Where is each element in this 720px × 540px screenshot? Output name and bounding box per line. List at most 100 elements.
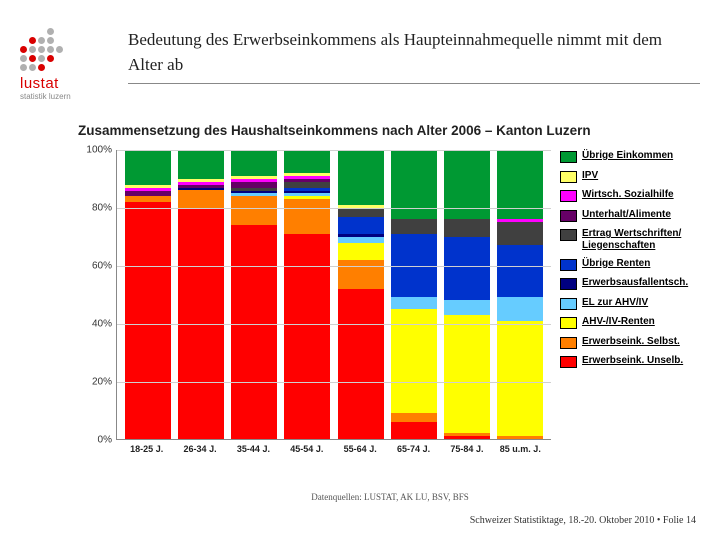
legend-swatch — [560, 317, 577, 329]
y-axis-label: 80% — [78, 203, 112, 214]
bar-segment-erwerb_unselb — [338, 289, 384, 439]
legend-item: EL zur AHV/IV — [560, 297, 692, 310]
legend-item: Unterhalt/Alimente — [560, 209, 692, 222]
bar — [338, 150, 384, 439]
x-axis-label: 26-34 J. — [177, 444, 223, 454]
gridline — [117, 382, 551, 383]
x-axis-labels: 18-25 J.26-34 J.35-44 J.45-54 J.55-64 J.… — [116, 444, 551, 454]
bar — [497, 150, 543, 439]
gridline — [117, 208, 551, 209]
slide-title: Bedeutung des Erwerbseinkommens als Haup… — [128, 28, 700, 84]
bar-segment-erwerb_unselb — [391, 422, 437, 439]
bar-segment-el_ahv_iv — [444, 300, 490, 314]
bar-segment-uebrige_eink — [231, 150, 277, 176]
legend-swatch — [560, 356, 577, 368]
legend-swatch — [560, 190, 577, 202]
legend-item: Übrige Renten — [560, 258, 692, 271]
legend-item: AHV-/IV-Renten — [560, 316, 692, 329]
legend-label: Unterhalt/Alimente — [582, 209, 671, 221]
legend-swatch — [560, 171, 577, 183]
bar — [178, 150, 224, 439]
bar-segment-erwerb_unselb — [284, 234, 330, 439]
x-axis-label: 75-84 J. — [444, 444, 490, 454]
legend-swatch — [560, 259, 577, 271]
slide-footer: Schweizer Statistiktage, 18.-20. Oktober… — [470, 515, 696, 526]
bar-segment-erwerb_selbst — [284, 199, 330, 234]
y-axis-label: 20% — [78, 377, 112, 388]
chart-legend: Übrige Einkommen IPV Wirtsch. Sozialhilfe U… — [560, 150, 692, 368]
legend-swatch — [560, 298, 577, 310]
bar-segment-erwerb_selbst — [338, 260, 384, 289]
legend-label: Ertrag Wertschriften/ Liegenschaften — [582, 228, 692, 251]
bar-segment-uebrige_eink — [391, 150, 437, 219]
legend-label: Erwerbseink. Unselb. — [582, 355, 683, 367]
y-axis-label: 0% — [78, 435, 112, 446]
legend-item: Wirtsch. Sozialhilfe — [560, 189, 692, 202]
legend-item: Erwerbseink. Selbst. — [560, 336, 692, 349]
gridline — [117, 150, 551, 151]
bar-segment-erwerb_selbst — [497, 436, 543, 439]
gridline — [117, 324, 551, 325]
bar-segment-erwerb_unselb — [444, 436, 490, 439]
bar-segment-el_ahv_iv — [497, 297, 543, 320]
legend-swatch — [560, 337, 577, 349]
x-axis-label: 18-25 J. — [124, 444, 170, 454]
bar-segment-erwerb_selbst — [178, 190, 224, 207]
legend-label: IPV — [582, 170, 598, 182]
bar-segment-uebrige_eink — [284, 150, 330, 173]
bar — [391, 150, 437, 439]
chart-subtitle: Zusammensetzung des Haushaltseinkommens … — [78, 123, 720, 138]
bar-segment-ahv_iv — [497, 321, 543, 437]
legend-swatch — [560, 278, 577, 290]
legend-label: Übrige Einkommen — [582, 150, 673, 162]
bar-segment-el_ahv_iv — [391, 297, 437, 309]
bar-segment-uebrige_eink — [125, 150, 171, 185]
y-axis-label: 100% — [78, 145, 112, 156]
logo-subtext: statistik luzern — [20, 92, 110, 101]
lustat-logo: lustat statistik luzern — [20, 28, 110, 101]
bar-segment-uebrige_eink — [178, 150, 224, 179]
bar — [125, 150, 171, 439]
x-axis-label: 55-64 J. — [337, 444, 383, 454]
legend-swatch — [560, 229, 577, 241]
logo-brand: lustat — [20, 75, 110, 92]
data-source-line: Datenquellen: LUSTAT, AK LU, BSV, BFS — [60, 492, 720, 502]
y-axis-label: 60% — [78, 261, 112, 272]
bars-container — [117, 150, 551, 439]
bar-segment-ahv_iv — [444, 315, 490, 433]
bar-segment-uebrige_eink — [338, 150, 384, 205]
x-axis-label: 65-74 J. — [391, 444, 437, 454]
legend-item: Erwerbseink. Unselb. — [560, 355, 692, 368]
bar-segment-erwerb_unselb — [125, 202, 171, 439]
chart-plot — [116, 150, 551, 440]
bar-segment-erwerb_selbst — [231, 196, 277, 225]
bar-segment-erwerb_unselb — [231, 225, 277, 439]
legend-item: Ertrag Wertschriften/ Liegenschaften — [560, 228, 692, 251]
gridline — [117, 266, 551, 267]
bar-segment-erwerb_selbst — [391, 413, 437, 422]
bar-segment-uebrige_rent — [338, 217, 384, 234]
bar-segment-ertrag — [497, 222, 543, 245]
legend-swatch — [560, 210, 577, 222]
bar-segment-uebrige_rent — [444, 237, 490, 301]
legend-swatch — [560, 151, 577, 163]
chart-area: 0%20%40%60%80%100% 18-25 J.26-34 J.35-44… — [78, 144, 694, 474]
bar — [231, 150, 277, 439]
legend-item: IPV — [560, 170, 692, 183]
x-axis-label: 45-54 J. — [284, 444, 330, 454]
bar-segment-uebrige_rent — [497, 245, 543, 297]
legend-label: Wirtsch. Sozialhilfe — [582, 189, 674, 201]
slide-header: lustat statistik luzern Bedeutung des Er… — [0, 0, 720, 101]
bar-segment-ahv_iv — [338, 243, 384, 260]
legend-item: Erwerbsausfallentsch. — [560, 277, 692, 290]
bar — [284, 150, 330, 439]
legend-item: Übrige Einkommen — [560, 150, 692, 163]
bar-segment-uebrige_eink — [444, 150, 490, 219]
legend-label: Erwerbsausfallentsch. — [582, 277, 688, 289]
bar — [444, 150, 490, 439]
bar-segment-ertrag — [338, 208, 384, 217]
legend-label: Übrige Renten — [582, 258, 650, 270]
y-axis-label: 40% — [78, 319, 112, 330]
bar-segment-uebrige_eink — [497, 150, 543, 219]
legend-label: AHV-/IV-Renten — [582, 316, 655, 328]
